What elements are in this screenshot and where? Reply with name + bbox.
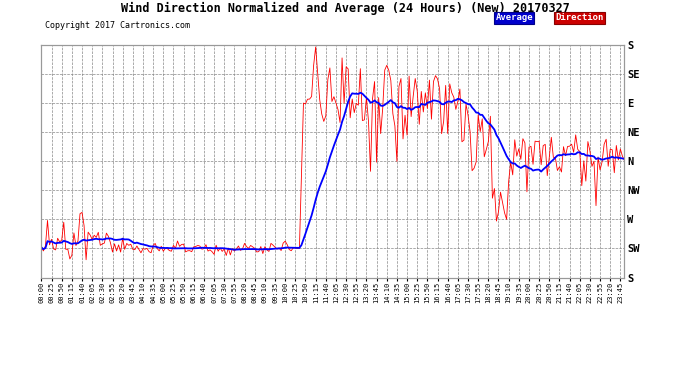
Text: Direction: Direction [555, 13, 604, 22]
Text: Wind Direction Normalized and Average (24 Hours) (New) 20170327: Wind Direction Normalized and Average (2… [121, 2, 569, 15]
Text: Copyright 2017 Cartronics.com: Copyright 2017 Cartronics.com [45, 21, 190, 30]
Text: Average: Average [495, 13, 533, 22]
